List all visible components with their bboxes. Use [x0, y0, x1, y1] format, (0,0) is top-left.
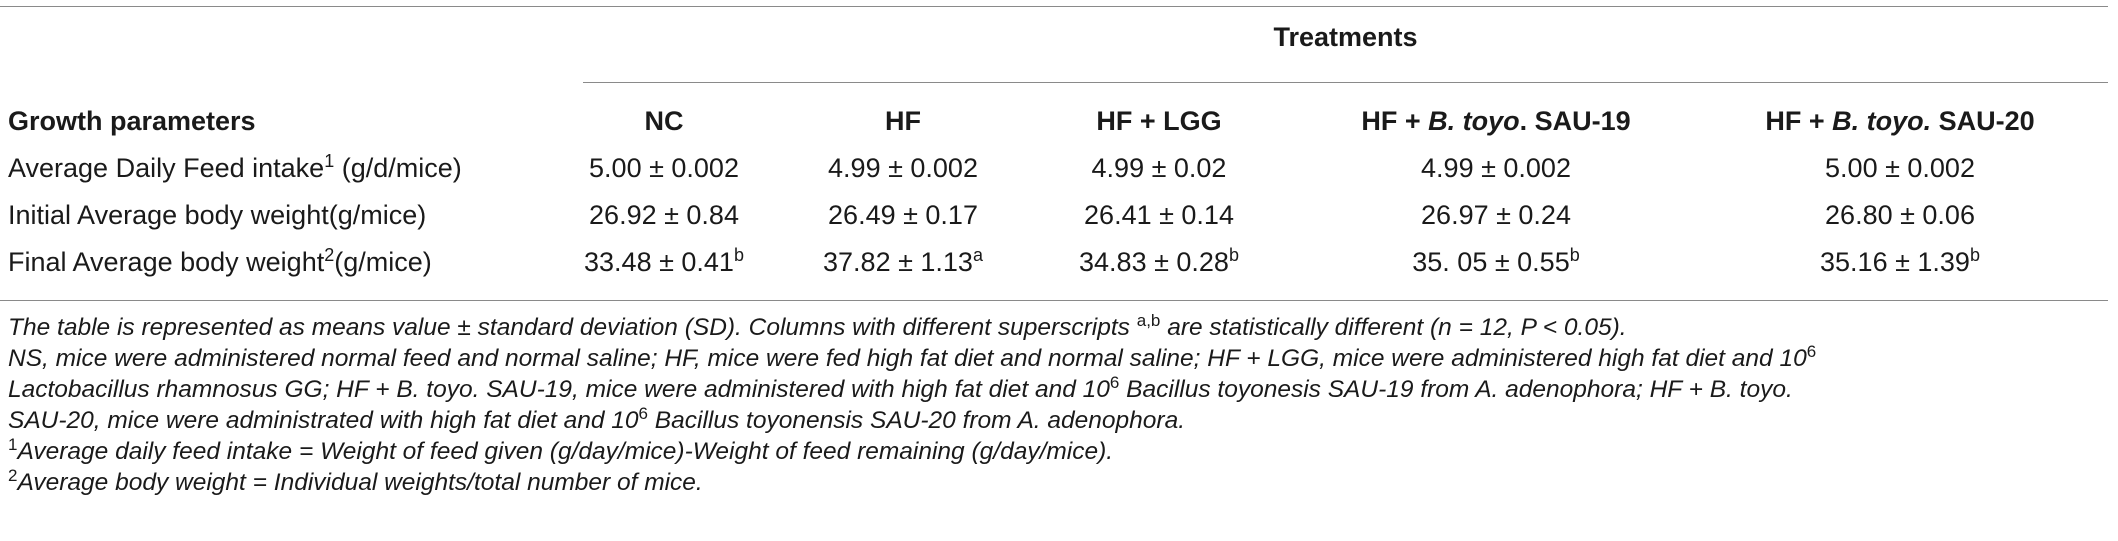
treatments-span-rule	[583, 82, 2108, 83]
table-cell: 4.99 ± 0.002	[828, 153, 978, 183]
footnote-line: SAU-20, mice were administrated with hig…	[8, 404, 1186, 434]
column-header-row: Growth parameters NC HF HF + LGG HF + B.…	[0, 98, 2108, 145]
table-cell: 5.00 ± 0.002	[1825, 153, 1975, 183]
table-row: Initial Average body weight(g/mice) 26.9…	[0, 192, 2108, 239]
table-cell: 33.48 ± 0.41b	[584, 245, 744, 277]
table-cell: 35.16 ± 1.39b	[1820, 245, 1980, 277]
table-cell: 34.83 ± 0.28b	[1079, 245, 1239, 277]
table-cell: 4.99 ± 0.002	[1421, 153, 1571, 183]
col-header-hf: HF	[885, 106, 921, 136]
col-header-nc: NC	[644, 106, 684, 136]
row-header-label: Growth parameters	[8, 106, 256, 136]
bottom-rule	[0, 300, 2108, 301]
col-header-sau19: HF + B. toyo. SAU-19	[1361, 106, 1631, 136]
table-row: Average Daily Feed intake1 (g/d/mice) 5.…	[0, 145, 2108, 192]
table-cell: 26.97 ± 0.24	[1421, 200, 1571, 230]
growth-table: Growth parameters NC HF HF + LGG HF + B.…	[0, 98, 2108, 286]
row-label: Initial Average body weight(g/mice)	[8, 200, 427, 230]
top-rule	[0, 6, 2108, 7]
table-cell: 26.41 ± 0.14	[1084, 200, 1234, 230]
table-cell: 26.49 ± 0.17	[828, 200, 978, 230]
row-label: Final Average body weight2(g/mice)	[8, 245, 432, 277]
table-cell: 35. 05 ± 0.55b	[1412, 245, 1580, 277]
table-footnotes: The table is represented as means value …	[8, 312, 2108, 498]
row-label: Average Daily Feed intake1 (g/d/mice)	[8, 151, 462, 183]
footnote-1: 1Average daily feed intake = Weight of f…	[8, 435, 1114, 465]
footnote-line: Lactobacillus rhamnosus GG; HF + B. toyo…	[8, 373, 1793, 403]
table-cell: 4.99 ± 0.02	[1091, 153, 1227, 183]
table-cell: 5.00 ± 0.002	[589, 153, 739, 183]
treatments-header: Treatments	[1273, 22, 1418, 52]
table-cell: 37.82 ± 1.13a	[823, 245, 983, 277]
col-header-hf-lgg: HF + LGG	[1096, 106, 1222, 136]
table-cell: 26.92 ± 0.84	[589, 200, 739, 230]
col-header-sau20: HF + B. toyo. SAU-20	[1765, 106, 2035, 136]
footnote-2: 2Average body weight = Individual weight…	[8, 466, 703, 496]
footnote-line: NS, mice were administered normal feed a…	[8, 342, 1817, 372]
table-row: Final Average body weight2(g/mice) 33.48…	[0, 239, 2108, 286]
footnote-line: The table is represented as means value …	[8, 311, 1627, 341]
table-cell: 26.80 ± 0.06	[1825, 200, 1975, 230]
